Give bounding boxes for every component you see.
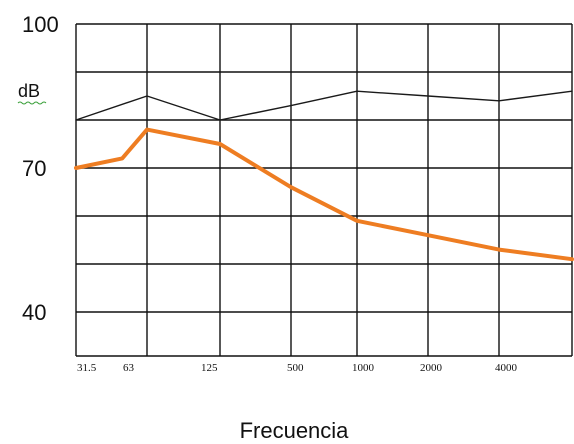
x-axis-ticks: 31.5 63 125 500 1000 2000 4000: [77, 362, 518, 374]
y-axis-ticks: 100 70 40: [22, 12, 59, 325]
y-axis-label: dB: [18, 81, 40, 101]
x-axis-label: Frecuencia: [240, 418, 350, 443]
x-tick-label: 2000: [420, 362, 443, 374]
y-tick-label: 100: [22, 12, 59, 37]
y-tick-label: 40: [22, 300, 46, 325]
x-tick-label: 1000: [352, 362, 375, 374]
series-line-2: [74, 127, 574, 262]
y-tick-label: 70: [22, 156, 46, 181]
series-line-1: [75, 90, 573, 121]
x-tick-label: 500: [287, 362, 304, 374]
x-tick-label: 4000: [495, 362, 518, 374]
chart-grid: [75, 23, 573, 357]
x-tick-label: 125: [201, 362, 218, 374]
chart-series-group: [74, 90, 574, 262]
x-tick-label: 31.5: [77, 362, 97, 374]
x-tick-label: 63: [123, 362, 135, 374]
spellcheck-underline: [17, 101, 47, 105]
